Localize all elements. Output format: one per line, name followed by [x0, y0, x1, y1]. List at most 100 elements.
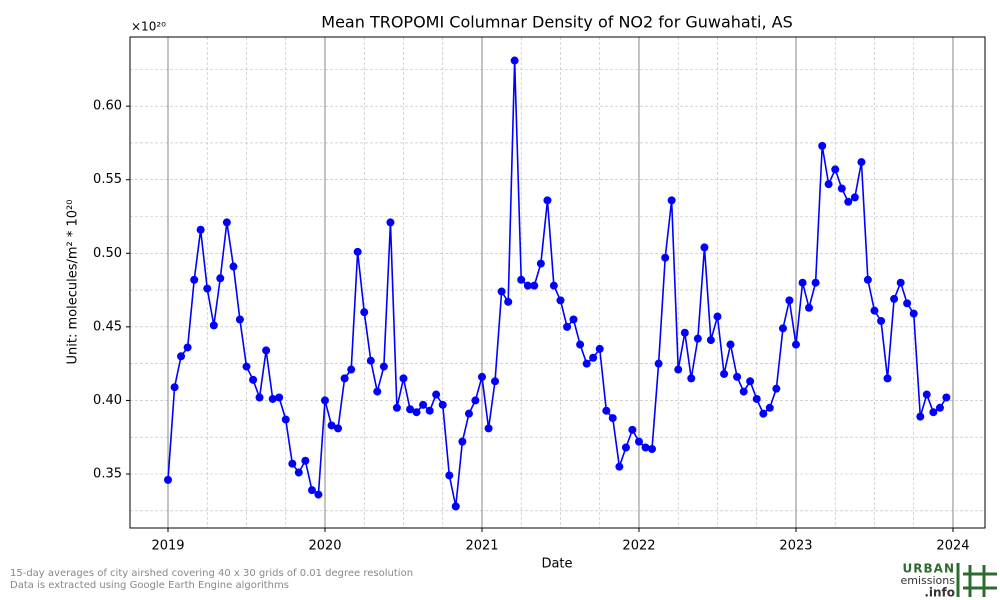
data-point [445, 471, 454, 480]
data-point [752, 394, 761, 403]
data-point [857, 158, 866, 167]
data-point [733, 372, 742, 381]
data-point [497, 287, 506, 296]
data-point [772, 384, 781, 393]
footnote: 15-day averages of city airshed covering… [10, 568, 413, 579]
data-point [432, 390, 441, 399]
data-point [634, 437, 643, 446]
offset-label: ×10²⁰ [131, 20, 166, 34]
data-point [392, 403, 401, 412]
data-point [464, 409, 473, 418]
data-point [595, 344, 604, 353]
data-point [909, 309, 918, 318]
y-tick-label: 0.55 [93, 172, 122, 187]
data-point [935, 403, 944, 412]
data-point [654, 359, 663, 368]
data-point [190, 275, 199, 284]
data-point [589, 353, 598, 362]
data-point [209, 321, 218, 330]
data-point [334, 424, 343, 433]
data-point [916, 412, 925, 421]
data-point [222, 218, 231, 227]
data-point [739, 387, 748, 396]
y-tick-label: 0.60 [93, 99, 122, 114]
data-point [517, 275, 526, 284]
data-point [628, 425, 637, 434]
y-tick-label: 0.50 [93, 246, 122, 261]
data-point [275, 393, 284, 402]
data-point [373, 387, 382, 396]
plot [163, 56, 951, 511]
ticks: 2019 2020 2021 2022 2023 2024 0.35 0.40 0.45 0.50… [93, 99, 969, 554]
data-point [674, 365, 683, 374]
data-point [726, 340, 735, 349]
data-point [262, 346, 271, 355]
x-tick-label: 2020 [308, 539, 341, 554]
x-axis-label: Date [541, 557, 572, 572]
data-point [281, 415, 290, 424]
data-point [576, 340, 585, 349]
data-point [235, 315, 244, 324]
data-point [379, 362, 388, 371]
data-point [877, 316, 886, 325]
x-tick-label: 2022 [622, 539, 655, 554]
data-point [667, 196, 676, 205]
data-point [896, 278, 905, 287]
data-point [471, 396, 480, 405]
data-point [412, 408, 421, 417]
data-point [648, 444, 657, 453]
data-point [425, 406, 434, 415]
data-point [399, 374, 408, 383]
data-point [216, 274, 225, 283]
data-point [883, 374, 892, 383]
data-point [177, 352, 186, 361]
logo-text: .info [924, 586, 955, 600]
x-tick-label: 2019 [151, 539, 184, 554]
data-point [438, 400, 447, 409]
data-point [890, 294, 899, 303]
data-point [386, 218, 395, 227]
data-point [870, 306, 879, 315]
data-point [491, 377, 500, 386]
data-point [451, 502, 460, 511]
data-point [549, 281, 558, 290]
data-point [929, 408, 938, 417]
y-axis-label: Unit: molecules/m² * 10²⁰ [66, 200, 81, 365]
data-point [850, 193, 859, 202]
logo-icon [956, 563, 997, 597]
axes-frame [129, 36, 986, 529]
data-point [785, 296, 794, 305]
data-point [203, 284, 212, 293]
data-point [615, 462, 624, 471]
data-point [327, 421, 336, 430]
data-point [805, 303, 814, 312]
data-point [340, 374, 349, 383]
data-point [569, 315, 578, 324]
data-point [504, 297, 513, 306]
data-point [366, 356, 375, 365]
data-point [641, 443, 650, 452]
data-point [713, 312, 722, 321]
data-point [543, 196, 552, 205]
y-tick-label: 0.35 [93, 467, 122, 482]
data-point [255, 393, 264, 402]
data-point [687, 374, 696, 383]
data-point [621, 443, 630, 452]
data-point [360, 308, 369, 317]
data-point [229, 262, 238, 271]
data-point [530, 281, 539, 290]
data-point [249, 375, 258, 384]
data-point [818, 141, 827, 150]
data-point [510, 56, 519, 65]
data-point [765, 403, 774, 412]
data-point [458, 437, 467, 446]
data-point [170, 383, 179, 392]
x-tick-label: 2021 [465, 539, 498, 554]
data-point [903, 299, 912, 308]
data-point [863, 275, 872, 284]
data-point [536, 259, 545, 268]
data-point [811, 278, 820, 287]
logo: URBAN emissions .info [901, 562, 997, 600]
data-point [608, 414, 617, 423]
